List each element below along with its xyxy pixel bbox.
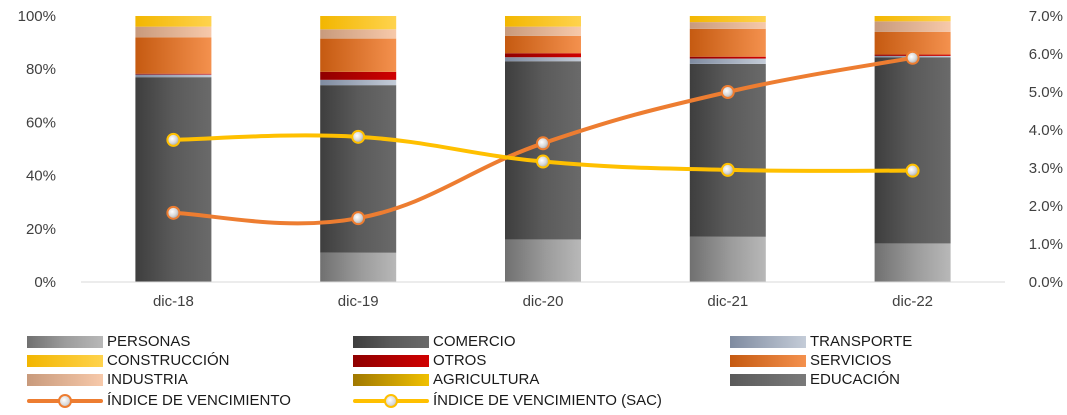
- bar-cap-dic-19: [320, 16, 397, 30]
- legend-label-industria: INDUSTRIA: [107, 371, 188, 388]
- legend-label-comercio: COMERCIO: [433, 333, 516, 350]
- x-tick-label: dic-18: [153, 293, 194, 310]
- point-indice-de-vencimiento-dic-21: [720, 85, 735, 99]
- legend-label-construccion: CONSTRUCCIÓN: [107, 352, 230, 369]
- bar-segment-comercio-dic-19: [320, 85, 397, 253]
- x-tick-labels: dic-18 dic-19 dic-20 dic-21 dic-22: [153, 293, 933, 310]
- bar-segment-comercio-dic-20: [505, 61, 581, 240]
- point-indice-de-vencimiento-dic-20: [536, 136, 550, 151]
- legend-line-indice-vencimiento: [27, 393, 103, 409]
- point-indice-de-vencimiento-sac-dic-18: [166, 132, 181, 147]
- legend-label-agricultura: AGRICULTURA: [433, 371, 540, 388]
- bar-segment-otros-dic-20: [505, 53, 581, 58]
- bar-segment-servicios-dic-22: [874, 31, 951, 55]
- bar-cap-dic-21: [689, 16, 766, 23]
- y-right-tick-labels: 0.0% 1.0% 2.0% 3.0% 4.0% 5.0% 6.0% 7.0%: [1029, 8, 1063, 291]
- bar-segment-otros-dic-19: [320, 71, 397, 80]
- y-right-tick-label: 3.0%: [1029, 160, 1063, 177]
- legend-item-transporte: TRANSPORTE: [730, 334, 912, 350]
- bar-cap-dic-22: [874, 16, 951, 22]
- legend-label-servicios: SERVICIOS: [810, 352, 892, 369]
- legend-swatch-industria: [27, 374, 103, 386]
- legend-item-otros: OTROS: [353, 353, 486, 369]
- bar-segment-transporte-dic-18: [135, 74, 212, 78]
- bar-segment-servicios-dic-20: [505, 35, 581, 54]
- point-indice-de-vencimiento-sac-dic-19: [351, 129, 366, 144]
- point-indice-de-vencimiento-sac-dic-20: [536, 154, 550, 169]
- bar-segment-personas-dic-19: [320, 252, 397, 282]
- y-right-tick-label: 6.0%: [1029, 46, 1063, 63]
- point-indice-de-vencimiento-dic-18: [166, 205, 181, 220]
- legend-item-agricultura: AGRICULTURA: [353, 372, 539, 388]
- bar-segment-transporte-dic-19: [320, 79, 397, 86]
- y-right-tick-label: 1.0%: [1029, 236, 1063, 253]
- bar-segment-transporte-dic-20: [505, 57, 581, 62]
- y-left-tick-label: 0%: [34, 274, 56, 291]
- legend-swatch-comercio: [353, 336, 429, 348]
- x-tick-label: dic-21: [707, 293, 748, 310]
- legend-item-personas: PERSONAS: [27, 334, 190, 350]
- y-right-tick-label: 4.0%: [1029, 122, 1063, 139]
- bar-segment-personas-dic-21: [689, 236, 766, 282]
- bar-segment-industria-dic-21: [689, 22, 766, 29]
- bar-segment-comercio-dic-18: [135, 77, 212, 283]
- bar-segment-personas-dic-22: [874, 243, 951, 282]
- point-indice-de-vencimiento-sac-dic-22: [905, 163, 920, 178]
- y-left-tick-labels: 0% 20% 40% 60% 80% 100%: [18, 8, 56, 291]
- bar-segment-industria-dic-19: [320, 29, 397, 39]
- bar-segment-servicios-dic-21: [689, 28, 766, 57]
- legend-swatch-educacion: [730, 374, 806, 386]
- bar-segment-industria-dic-22: [874, 21, 951, 32]
- point-indice-de-vencimiento-dic-22: [905, 50, 920, 65]
- line-series-group: [166, 50, 920, 226]
- legend-item-construccion: CONSTRUCCIÓN: [27, 353, 230, 369]
- legend-item-educacion: EDUCACIÓN: [730, 372, 900, 388]
- legend-swatch-transporte: [730, 336, 806, 348]
- y-right-tick-label: 2.0%: [1029, 198, 1063, 215]
- y-left-tick-label: 60%: [26, 114, 56, 131]
- y-left-tick-label: 80%: [26, 61, 56, 78]
- y-left-tick-label: 20%: [26, 221, 56, 238]
- legend-swatch-agricultura: [353, 374, 429, 386]
- bar-segment-transporte-dic-21: [689, 58, 766, 64]
- legend-label-educacion: EDUCACIÓN: [810, 371, 901, 388]
- legend-label-transporte: TRANSPORTE: [810, 333, 913, 350]
- legend-swatch-servicios: [730, 355, 806, 367]
- legend-label-personas: PERSONAS: [107, 333, 191, 350]
- bar-segment-comercio-dic-22: [874, 57, 951, 244]
- point-indice-de-vencimiento-sac-dic-21: [720, 162, 735, 177]
- bar-segment-servicios-dic-18: [135, 37, 212, 74]
- legend-swatch-personas: [27, 336, 103, 348]
- y-left-tick-label: 100%: [18, 8, 56, 25]
- bar-segment-servicios-dic-19: [320, 38, 397, 72]
- legend-swatch-construccion: [27, 355, 103, 367]
- legend-line-indice-vencimiento-sac: [353, 393, 429, 409]
- x-tick-label: dic-22: [892, 293, 933, 310]
- x-tick-label: dic-19: [338, 293, 379, 310]
- legend-item-industria: INDUSTRIA: [27, 372, 188, 388]
- y-right-tick-label: 0.0%: [1029, 274, 1063, 291]
- bar-segment-personas-dic-20: [505, 239, 581, 282]
- legend-item-servicios: SERVICIOS: [730, 353, 891, 369]
- bar-cap-dic-18: [135, 16, 212, 27]
- bar-series-group: [135, 16, 951, 283]
- legend-label-indice-vencimiento-sac: ÍNDICE DE VENCIMIENTO (SAC): [433, 392, 662, 409]
- bar-segment-industria-dic-20: [505, 26, 581, 36]
- legend-swatch-otros: [353, 355, 429, 367]
- legend-item-indice-vencimiento-sac: ÍNDICE DE VENCIMIENTO (SAC): [353, 393, 662, 409]
- y-right-tick-label: 7.0%: [1029, 8, 1063, 25]
- legend-item-indice-vencimiento: ÍNDICE DE VENCIMIENTO: [27, 393, 291, 409]
- y-left-tick-label: 40%: [26, 168, 56, 185]
- legend-label-otros: OTROS: [433, 352, 487, 369]
- point-indice-de-vencimiento-dic-19: [351, 211, 366, 226]
- legend-label-indice-vencimiento: ÍNDICE DE VENCIMIENTO: [107, 392, 291, 409]
- chart-svg: 0% 20% 40% 60% 80% 100% 0.0% 1.0% 2.0% 3.0% 4.0% 5…: [18, 8, 1063, 310]
- legend-item-comercio: COMERCIO: [353, 334, 516, 350]
- bar-segment-otros-dic-21: [689, 56, 766, 59]
- x-tick-label: dic-20: [523, 293, 564, 310]
- bar-cap-dic-20: [505, 16, 581, 27]
- y-right-tick-label: 5.0%: [1029, 84, 1063, 101]
- bar-segment-otros-dic-18: [135, 73, 212, 75]
- bar-segment-industria-dic-18: [135, 26, 212, 38]
